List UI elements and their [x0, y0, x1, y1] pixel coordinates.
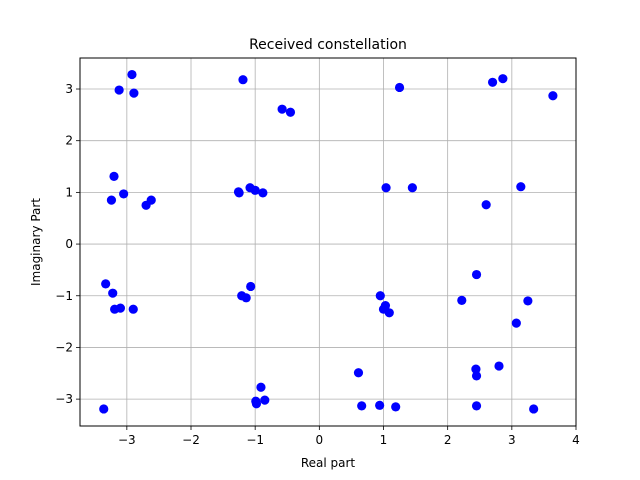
data-point: [119, 189, 129, 199]
data-point: [128, 304, 138, 314]
x-tick-label: 1: [380, 433, 388, 447]
data-point: [234, 188, 244, 198]
data-point: [115, 303, 126, 313]
data-point: [238, 75, 248, 85]
data-point: [109, 171, 119, 181]
y-axis-ticks: −3 −2 −1 0 1 2 3: [55, 82, 80, 406]
data-point: [523, 296, 533, 306]
data-point: [548, 91, 558, 101]
y-tick-label: 3: [65, 82, 73, 96]
chart-title: Received constellation: [249, 37, 407, 53]
data-point: [127, 69, 137, 80]
data-point: [277, 104, 287, 114]
data-point: [457, 295, 467, 306]
data-point: [114, 85, 124, 95]
data-point: [498, 74, 508, 84]
data-point: [375, 291, 385, 301]
data-point: [471, 371, 482, 381]
data-point: [250, 185, 260, 195]
data-point: [256, 382, 266, 392]
data-point: [241, 293, 251, 303]
data-point: [246, 281, 256, 292]
data-point: [384, 308, 394, 318]
data-point: [260, 395, 270, 405]
y-tick-label: −2: [55, 340, 73, 354]
data-point: [391, 402, 401, 412]
x-tick-label: −1: [246, 433, 264, 447]
data-point: [487, 77, 498, 87]
data-point: [516, 182, 526, 192]
data-point: [511, 318, 521, 328]
data-point: [394, 82, 405, 93]
data-points: [99, 69, 558, 414]
y-tick-label: 1: [65, 185, 73, 199]
data-point: [381, 183, 391, 193]
data-point: [471, 269, 482, 280]
grid-lines: [80, 58, 577, 426]
data-point: [471, 401, 482, 411]
y-tick-label: 0: [65, 237, 73, 251]
data-point: [285, 107, 296, 117]
data-point: [129, 88, 139, 98]
y-tick-label: −3: [55, 392, 73, 406]
data-point: [353, 368, 364, 378]
x-tick-label: 0: [316, 433, 324, 447]
x-tick-label: 2: [444, 433, 452, 447]
x-tick-label: 4: [572, 433, 580, 447]
data-point: [108, 288, 118, 298]
data-point: [529, 404, 539, 414]
data-point: [99, 404, 109, 414]
y-tick-label: 2: [65, 134, 73, 148]
y-axis-label: Imaginary Part: [29, 198, 43, 286]
data-point: [407, 183, 417, 193]
data-point: [101, 279, 111, 289]
data-point: [375, 400, 385, 410]
data-point: [141, 200, 151, 210]
x-tick-label: −3: [118, 433, 136, 447]
data-point: [481, 200, 491, 210]
data-point: [494, 361, 504, 371]
data-point: [106, 195, 117, 205]
x-tick-label: −2: [182, 433, 200, 447]
plot-frame: [79, 57, 577, 427]
y-tick-label: −1: [55, 289, 73, 303]
x-axis-ticks: −3 −2 −1 0 1 2 3 4: [118, 426, 580, 447]
data-point: [471, 364, 481, 374]
x-axis-label: Real part: [301, 456, 356, 470]
x-tick-label: 3: [508, 433, 516, 447]
data-point: [258, 188, 268, 198]
data-point: [251, 399, 262, 409]
data-point: [357, 401, 367, 411]
